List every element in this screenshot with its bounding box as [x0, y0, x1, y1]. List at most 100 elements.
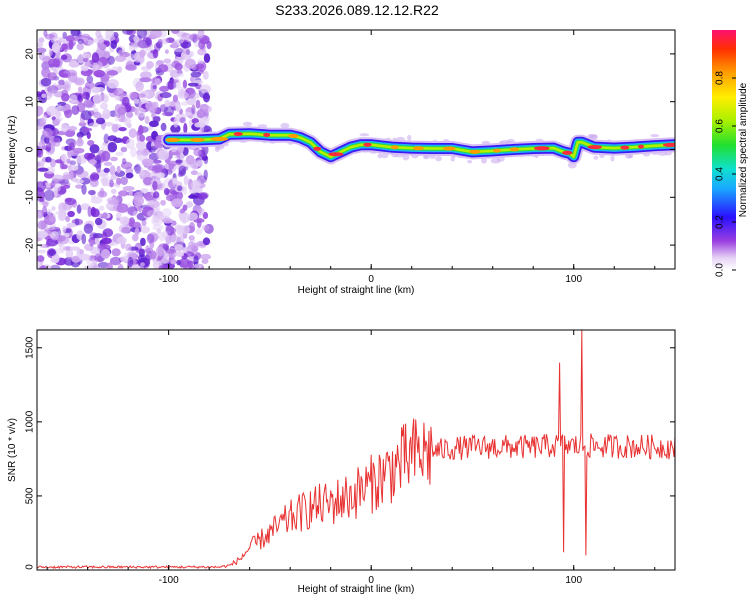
- noise-speckle: [117, 69, 121, 74]
- noise-speckle: [70, 94, 78, 103]
- x-tick-label: -100: [159, 575, 179, 586]
- noise-speckle: [160, 92, 172, 98]
- noise-speckle: [117, 237, 127, 244]
- noise-speckle: [35, 181, 46, 192]
- noise-speckle: [134, 93, 146, 98]
- noise-speckle: [89, 123, 100, 128]
- noise-speckle: [140, 188, 148, 193]
- noise-speckle: [163, 59, 171, 64]
- colorbar: 0.00.20.40.60.8 Normalized spectral ampl…: [712, 30, 749, 277]
- noise-speckle: [61, 154, 67, 162]
- noise-speckle: [122, 97, 130, 107]
- noise-speckle: [191, 72, 202, 78]
- noise-speckle: [137, 108, 146, 118]
- noise-speckle: [203, 92, 210, 102]
- noise-speckle: [68, 61, 79, 68]
- noise-speckle: [48, 91, 54, 97]
- noise-speckle: [116, 178, 121, 185]
- noise-speckle: [89, 159, 97, 164]
- noise-speckle: [77, 31, 82, 37]
- noise-speckle: [183, 205, 188, 211]
- noise-speckle: [243, 122, 253, 126]
- noise-speckle: [108, 142, 118, 152]
- noise-speckle: [133, 195, 144, 206]
- noise-speckle: [140, 238, 146, 246]
- noise-speckle: [48, 72, 57, 80]
- noise-speckle: [121, 147, 128, 153]
- noise-speckle: [188, 195, 197, 199]
- noise-speckle: [204, 170, 208, 180]
- noise-speckle: [150, 251, 156, 260]
- noise-speckle: [69, 40, 74, 50]
- noise-speckle: [140, 226, 150, 233]
- noise-speckle: [104, 162, 113, 166]
- y-tick-label: 10: [25, 96, 36, 108]
- noise-speckle: [140, 262, 145, 266]
- y-tick-label: 1500: [25, 336, 36, 359]
- noise-speckle: [48, 249, 56, 256]
- signal-peak: [534, 146, 550, 150]
- noise-speckle: [117, 107, 126, 115]
- noise-speckle: [77, 43, 84, 50]
- colorbar-tick-label: 0.8: [715, 71, 726, 85]
- noise-speckle: [112, 248, 121, 256]
- x-tick-label: -100: [159, 274, 179, 285]
- noise-speckle: [120, 216, 130, 225]
- y-tick-label: 500: [25, 487, 36, 504]
- noise-speckle: [148, 200, 154, 205]
- noise-speckle: [54, 187, 58, 198]
- noise-speckle: [49, 213, 56, 223]
- signal-peak: [443, 147, 456, 151]
- noise-speckle: [179, 235, 185, 245]
- noise-speckle: [95, 87, 105, 92]
- noise-speckle: [136, 141, 146, 151]
- noise-speckle: [48, 58, 60, 67]
- noise-speckle: [38, 220, 47, 229]
- noise-speckle: [164, 188, 170, 195]
- snr-xlabel: Height of straight line (km): [298, 584, 415, 595]
- noise-speckle: [360, 133, 370, 136]
- noise-speckle: [135, 164, 141, 174]
- noise-speckle: [184, 175, 189, 185]
- noise-speckle: [88, 190, 96, 195]
- spectrogram-ylabel: Frequency (Hz): [7, 116, 18, 185]
- noise-speckle: [64, 80, 72, 85]
- noise-speckle: [191, 181, 201, 190]
- noise-speckle: [46, 225, 56, 230]
- noise-speckle: [55, 111, 61, 118]
- y-tick-label: -10: [25, 190, 36, 205]
- noise-speckle: [594, 156, 599, 160]
- noise-speckle: [39, 51, 45, 61]
- noise-speckle: [198, 193, 208, 200]
- noise-speckle: [108, 200, 120, 205]
- noise-speckle: [188, 241, 194, 249]
- noise-speckle: [81, 110, 92, 120]
- noise-speckle: [188, 83, 199, 87]
- noise-speckle: [175, 251, 184, 257]
- noise-speckle: [173, 73, 184, 77]
- noise-speckle: [153, 116, 161, 122]
- signal-peak: [588, 145, 602, 149]
- noise-speckle: [185, 112, 191, 117]
- noise-speckle: [135, 81, 144, 92]
- noise-speckle: [111, 175, 118, 180]
- noise-speckle: [34, 42, 44, 47]
- noise-speckle: [126, 139, 135, 150]
- noise-speckle: [146, 61, 154, 69]
- noise-speckle: [125, 64, 137, 71]
- noise-speckle: [117, 203, 129, 213]
- noise-speckle: [109, 179, 114, 187]
- noise-speckle: [80, 249, 85, 254]
- noise-speckle: [172, 41, 178, 47]
- noise-speckle: [65, 198, 77, 205]
- snr-series-line: [37, 330, 675, 568]
- noise-speckle: [162, 218, 173, 223]
- signal-peak: [620, 146, 629, 150]
- noise-speckle: [165, 100, 171, 108]
- noise-speckle: [37, 160, 45, 166]
- noise-speckle: [173, 95, 178, 103]
- noise-speckle: [81, 65, 89, 71]
- colorbar-label: Normalized spectral amplitude: [738, 82, 749, 217]
- noise-speckle: [153, 225, 164, 231]
- signal-peak: [562, 151, 572, 155]
